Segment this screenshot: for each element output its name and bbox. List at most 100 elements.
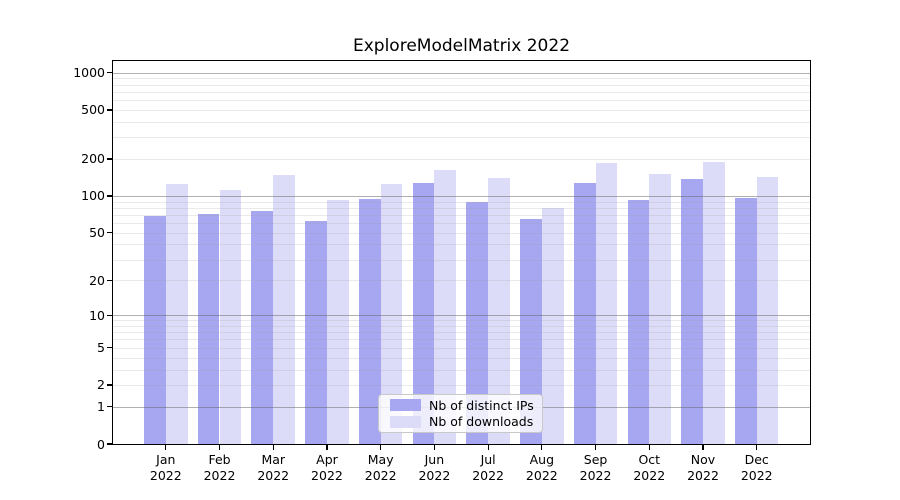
major-gridline-10	[113, 315, 810, 317]
bar-nov-downloads	[703, 161, 725, 444]
x-tick-label-feb: Feb 2022	[203, 452, 236, 483]
bar-feb-downloads	[219, 189, 242, 444]
minor-gridline-80	[113, 207, 810, 209]
y-tick-label-50: 50	[89, 225, 105, 241]
legend-swatch-distinct-ips	[390, 399, 421, 412]
y-tick-mark-1	[107, 406, 113, 408]
x-tick-label-sep: Sep 2022	[579, 452, 612, 483]
bar-dec-downloads	[756, 177, 779, 444]
minor-gridline-60	[113, 223, 810, 225]
y-tick-mark-20	[107, 279, 113, 281]
bar-jan-distinct-ips	[144, 215, 166, 444]
x-tick-label-jun: Jun 2022	[418, 452, 451, 483]
minor-gridline-70	[113, 214, 810, 216]
x-tick-mark-jan	[165, 445, 167, 450]
x-tick-label-oct: Oct 2022	[633, 452, 666, 483]
bar-mar-downloads	[273, 175, 295, 444]
bar-layer	[113, 61, 810, 444]
x-tick-label-dec: Dec 2022	[740, 452, 773, 483]
y-tick-label-5: 5	[97, 340, 105, 356]
bar-nov-distinct-ips	[681, 178, 703, 444]
x-tick-label-aug: Aug 2022	[525, 452, 558, 483]
minor-gridline-40	[113, 244, 810, 246]
x-tick-mark-mar	[272, 445, 274, 450]
bar-dec-distinct-ips	[734, 197, 757, 444]
minor-gridline-500	[113, 109, 810, 111]
y-tick-mark-50	[107, 232, 113, 234]
y-tick-label-0: 0	[97, 436, 105, 452]
x-tick-mark-jun	[433, 445, 435, 450]
bar-jun-distinct-ips	[412, 183, 435, 444]
bar-sep-downloads	[595, 162, 618, 444]
minor-gridline-6	[113, 339, 810, 341]
minor-gridline-9	[113, 320, 810, 322]
y-tick-mark-100	[107, 195, 113, 197]
y-tick-mark-0	[107, 443, 113, 445]
x-tick-mark-nov	[702, 445, 704, 450]
bar-sep-distinct-ips	[573, 183, 596, 444]
bar-jul-distinct-ips	[466, 202, 489, 444]
bar-jun-downloads	[434, 169, 457, 444]
minor-gridline-3	[113, 369, 810, 371]
minor-gridline-800	[113, 84, 810, 86]
minor-gridline-700	[113, 91, 810, 93]
bar-aug-distinct-ips	[520, 218, 542, 444]
y-tick-label-200: 200	[81, 151, 105, 167]
bar-apr-downloads	[327, 199, 349, 444]
bar-may-distinct-ips	[358, 199, 381, 444]
minor-gridline-8	[113, 325, 810, 327]
x-tick-mark-may	[380, 445, 382, 450]
y-tick-mark-1000	[107, 72, 113, 74]
minor-gridline-200	[113, 159, 810, 160]
bar-jan-downloads	[165, 184, 188, 444]
major-gridline-100	[113, 196, 810, 197]
legend-swatch-downloads	[390, 415, 421, 428]
minor-gridline-300	[113, 137, 810, 139]
bar-oct-distinct-ips	[627, 200, 650, 444]
bar-mar-distinct-ips	[251, 211, 274, 444]
grid-layer	[113, 61, 810, 444]
x-tick-mark-oct	[648, 445, 650, 450]
minor-gridline-2	[113, 385, 810, 386]
y-tick-label-500: 500	[81, 102, 105, 118]
minor-gridline-400	[113, 121, 810, 123]
x-tick-mark-aug	[541, 445, 543, 450]
x-tick-mark-dec	[756, 445, 758, 450]
y-tick-label-1000: 1000	[73, 65, 105, 81]
x-tick-label-nov: Nov 2022	[687, 452, 719, 483]
y-tick-label-100: 100	[81, 188, 105, 204]
minor-gridline-600	[113, 100, 810, 102]
minor-gridline-4	[113, 357, 810, 359]
bar-jul-downloads	[488, 178, 510, 444]
minor-gridline-30	[113, 259, 810, 261]
x-tick-mark-apr	[326, 445, 328, 450]
x-tick-label-jul: Jul 2022	[472, 452, 505, 483]
bar-apr-distinct-ips	[305, 221, 327, 444]
y-tick-label-2: 2	[97, 377, 105, 393]
x-tick-label-jan: Jan 2022	[149, 452, 182, 483]
y-tick-label-1: 1	[97, 399, 105, 415]
major-gridline-1000	[113, 72, 810, 74]
bar-aug-downloads	[541, 207, 564, 444]
chart-title: ExploreModelMatrix 2022	[352, 36, 571, 56]
bar-feb-distinct-ips	[197, 214, 220, 444]
legend-entry-downloads: Nb of downloads	[390, 414, 536, 431]
x-tick-label-apr: Apr 2022	[311, 452, 343, 483]
y-tick-mark-200	[107, 158, 113, 160]
minor-gridline-20	[113, 280, 810, 282]
legend-label-distinct-ips: Nb of distinct IPs	[429, 397, 534, 413]
y-tick-mark-10	[107, 314, 113, 316]
legend-entry-distinct-ips: Nb of distinct IPs	[390, 397, 536, 414]
minor-gridline-90	[113, 201, 810, 203]
minor-gridline-50	[113, 232, 810, 234]
minor-gridline-5	[113, 347, 810, 349]
bar-oct-downloads	[649, 174, 672, 444]
x-tick-mark-feb	[218, 445, 221, 450]
x-tick-label-may: May 2022	[364, 452, 397, 483]
y-tick-mark-500	[107, 109, 113, 111]
x-tick-mark-jul	[487, 445, 489, 450]
legend-label-downloads: Nb of downloads	[429, 414, 534, 430]
y-tick-label-10: 10	[89, 307, 105, 323]
legend: Nb of distinct IPs Nb of downloads	[378, 394, 543, 433]
